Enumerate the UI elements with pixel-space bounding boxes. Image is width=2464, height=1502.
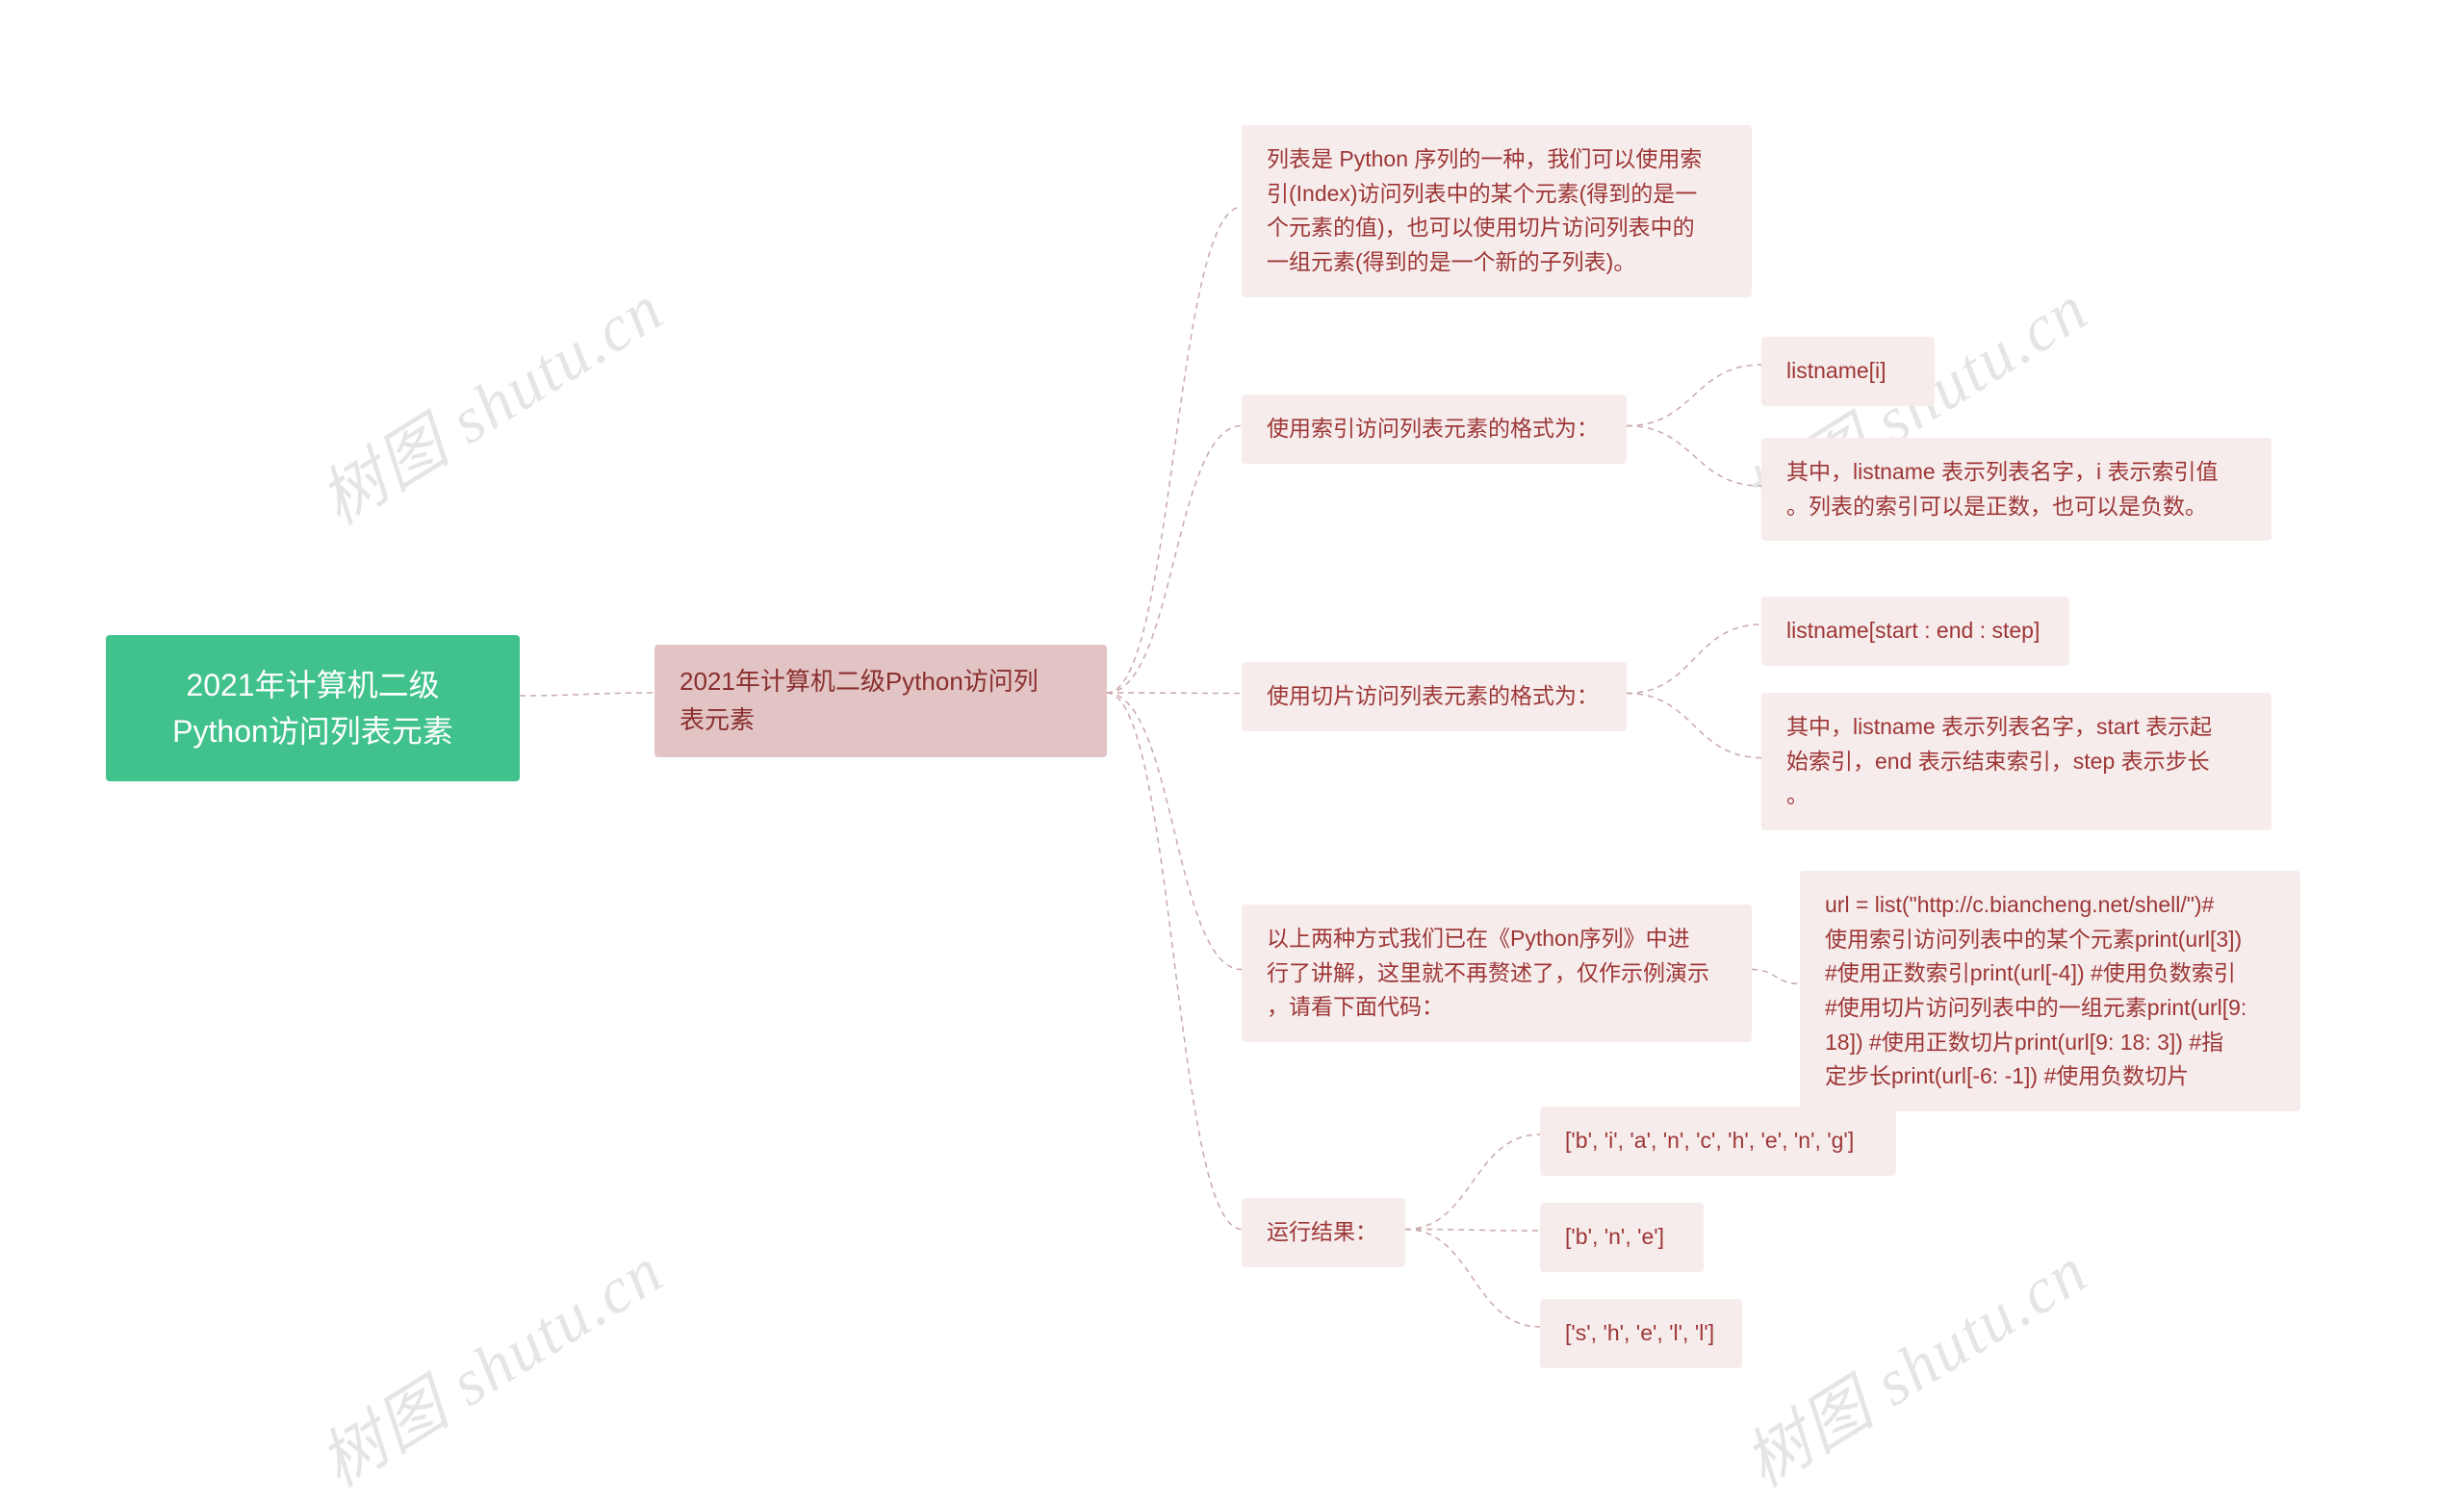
- lvl2-node: 运行结果：: [1242, 1198, 1405, 1267]
- lvl2-node: 使用切片访问列表元素的格式为：: [1242, 662, 1627, 731]
- lvl3-node: listname[start : end : step]: [1761, 597, 2069, 666]
- lvl3-node: ['s', 'h', 'e', 'l', 'l']: [1540, 1299, 1742, 1368]
- lvl3-node: 其中，listname 表示列表名字，i 表示索引值。列表的索引可以是正数，也可…: [1761, 438, 2272, 541]
- lvl2-node: 列表是 Python 序列的一种，我们可以使用索引(Index)访问列表中的某个…: [1242, 125, 1752, 297]
- root-node: 2021年计算机二级Python访问列表元素: [106, 635, 520, 781]
- lvl2-node: 使用索引访问列表元素的格式为：: [1242, 395, 1627, 464]
- lvl3-node: ['b', 'i', 'a', 'n', 'c', 'h', 'e', 'n',…: [1540, 1107, 1896, 1176]
- watermark: 树图 shutu.cn: [298, 1218, 679, 1502]
- lvl2-node: 以上两种方式我们已在《Python序列》中进行了讲解，这里就不再赘述了，仅作示例…: [1242, 904, 1752, 1042]
- lvl3-node: listname[i]: [1761, 337, 1935, 406]
- watermark: 树图 shutu.cn: [298, 256, 679, 543]
- lvl1-node: 2021年计算机二级Python访问列表元素: [654, 645, 1107, 757]
- lvl3-node: url = list("http://c.biancheng.net/shell…: [1800, 871, 2300, 1111]
- lvl3-node: ['b', 'n', 'e']: [1540, 1203, 1704, 1272]
- watermark: 树图 shutu.cn: [1723, 1218, 2103, 1502]
- lvl3-node: 其中，listname 表示列表名字，start 表示起始索引，end 表示结束…: [1761, 693, 2272, 830]
